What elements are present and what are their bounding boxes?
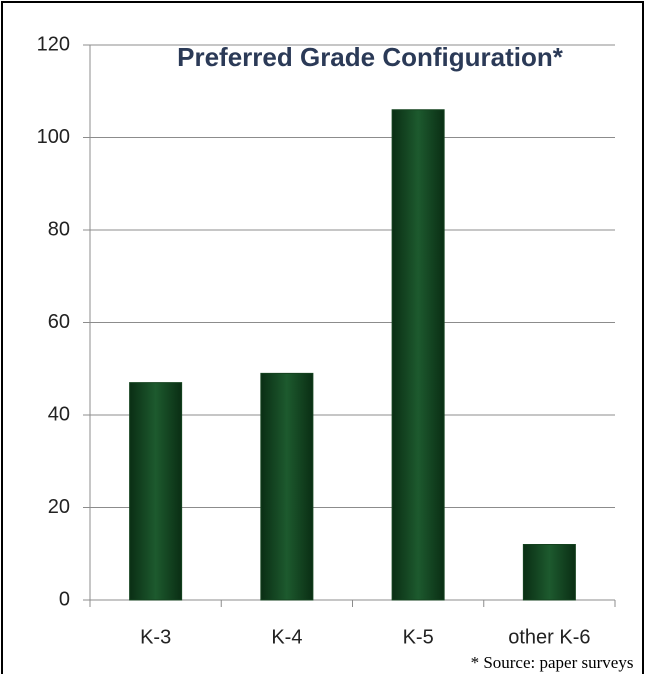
bar	[129, 382, 183, 601]
x-tick-label: K-3	[140, 626, 171, 648]
annotation: * Source: paper surveys	[471, 653, 634, 672]
y-tick-label: 0	[59, 588, 70, 610]
x-tick-label: other K-6	[508, 626, 590, 648]
y-tick-label: 80	[48, 218, 70, 240]
y-tick-label: 60	[48, 311, 70, 333]
chart-title: Preferred Grade Configuration*	[177, 42, 564, 72]
x-tick-label: K-4	[271, 626, 302, 648]
bar	[260, 372, 314, 601]
y-tick-label: 20	[48, 496, 70, 518]
y-tick-label: 40	[48, 403, 70, 425]
y-tick-label: 100	[37, 126, 70, 148]
y-tick-label: 120	[37, 33, 70, 55]
bar	[391, 109, 445, 601]
bar	[522, 544, 576, 601]
x-tick-label: K-5	[403, 626, 434, 648]
